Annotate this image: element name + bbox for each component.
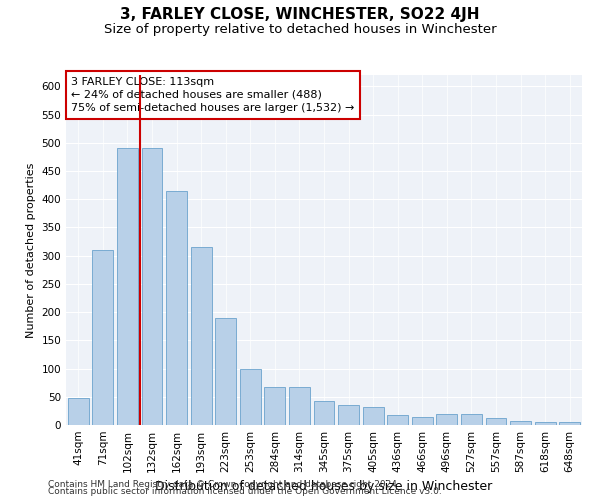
Y-axis label: Number of detached properties: Number of detached properties [26, 162, 36, 338]
Text: Size of property relative to detached houses in Winchester: Size of property relative to detached ho… [104, 22, 496, 36]
Bar [436, 414, 457, 425]
Bar [510, 421, 531, 425]
Bar [240, 368, 261, 425]
Text: Contains public sector information licensed under the Open Government Licence v3: Contains public sector information licen… [48, 488, 442, 496]
Bar [215, 318, 236, 425]
Bar [485, 418, 506, 425]
Bar [289, 386, 310, 425]
Bar [387, 415, 408, 425]
Text: 3, FARLEY CLOSE, WINCHESTER, SO22 4JH: 3, FARLEY CLOSE, WINCHESTER, SO22 4JH [120, 8, 480, 22]
Bar [265, 386, 286, 425]
Bar [362, 407, 383, 425]
Bar [191, 247, 212, 425]
Bar [559, 422, 580, 425]
Bar [92, 250, 113, 425]
Text: 3 FARLEY CLOSE: 113sqm
← 24% of detached houses are smaller (488)
75% of semi-de: 3 FARLEY CLOSE: 113sqm ← 24% of detached… [71, 76, 355, 113]
Bar [461, 414, 482, 425]
Bar [412, 416, 433, 425]
Bar [535, 422, 556, 425]
Bar [314, 402, 334, 425]
Bar [338, 405, 359, 425]
Text: Contains HM Land Registry data © Crown copyright and database right 2024.: Contains HM Land Registry data © Crown c… [48, 480, 400, 489]
X-axis label: Distribution of detached houses by size in Winchester: Distribution of detached houses by size … [155, 480, 493, 494]
Bar [68, 398, 89, 425]
Bar [142, 148, 163, 425]
Bar [166, 190, 187, 425]
Bar [117, 148, 138, 425]
